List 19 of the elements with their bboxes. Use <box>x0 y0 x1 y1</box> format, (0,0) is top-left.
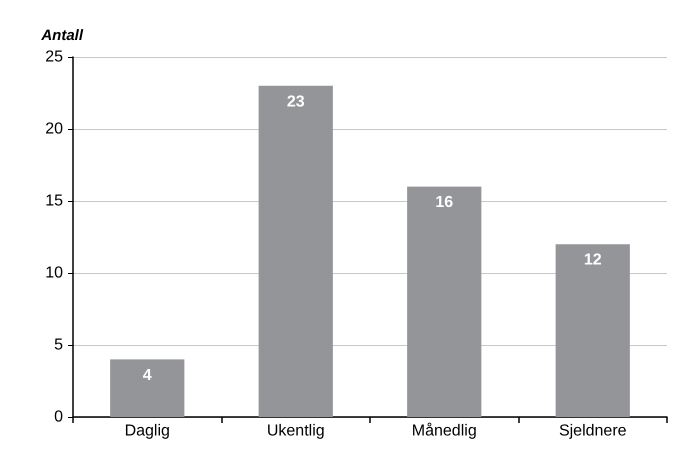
bar <box>110 359 184 417</box>
x-tick-label: Ukentlig <box>266 422 325 440</box>
y-tick-label: 10 <box>45 264 64 282</box>
data-label: 4 <box>142 366 152 384</box>
x-tick-label: Sjeldnere <box>558 422 627 440</box>
x-tick-label: Daglig <box>124 422 170 440</box>
y-tick-label: 0 <box>54 408 64 426</box>
y-tick-label: 15 <box>45 192 64 210</box>
y-axis-title: Antall <box>40 27 84 44</box>
x-tick-label: Månedlig <box>412 422 477 440</box>
data-label: 16 <box>435 194 454 212</box>
y-tick-label: 5 <box>54 336 64 354</box>
bar <box>258 86 333 417</box>
y-tick-label: 20 <box>45 120 64 138</box>
data-label: 12 <box>584 252 602 269</box>
bar <box>407 186 482 417</box>
data-label: 23 <box>286 93 305 110</box>
y-tick-label: 25 <box>45 48 64 66</box>
bar <box>556 244 630 417</box>
